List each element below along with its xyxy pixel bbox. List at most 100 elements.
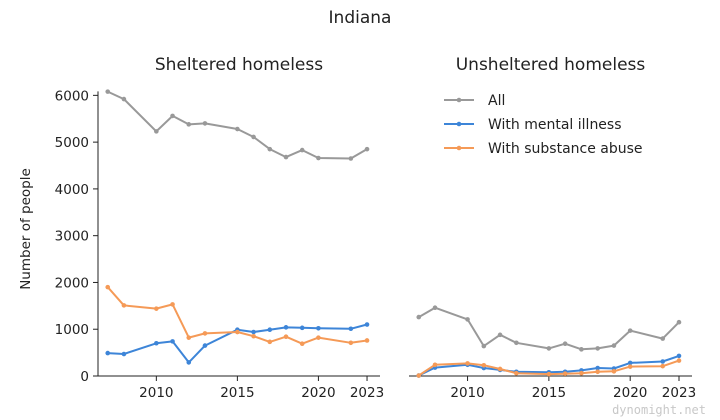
x-tick-label: 2023 [662, 385, 696, 401]
data-point-all [432, 305, 438, 311]
x-tick-label: 2023 [350, 385, 384, 401]
data-point-mental [660, 359, 666, 364]
data-point-substance [267, 339, 273, 345]
data-point-substance [364, 338, 370, 343]
data-point-substance [316, 335, 321, 340]
data-point-all [170, 113, 175, 119]
series-line-all [106, 90, 368, 160]
data-point-substance [497, 366, 503, 372]
data-point-substance [432, 362, 438, 368]
x-tick-label: 2015 [220, 385, 254, 401]
data-point-substance [595, 369, 600, 375]
x-tick-label: 2020 [301, 385, 335, 401]
data-point-all [579, 347, 584, 352]
x-tick-label: 2020 [613, 385, 647, 401]
panel-title: Unsheltered homeless [456, 55, 646, 75]
data-point-mental [202, 343, 208, 348]
data-point-mental [170, 339, 175, 344]
data-point-substance [579, 370, 584, 376]
data-point-mental [283, 325, 289, 330]
data-point-mental [267, 327, 273, 332]
data-point-all [465, 317, 470, 322]
panel-unsheltered: Unsheltered homeless 2010 2015 2020 2023 [409, 55, 696, 401]
data-point-all [627, 328, 633, 333]
data-point-substance [514, 370, 519, 376]
data-point-substance [251, 333, 256, 339]
data-point-all [105, 89, 111, 94]
data-point-substance [611, 369, 617, 374]
y-tick-label: 6000 [55, 88, 89, 104]
data-point-mental [364, 322, 370, 327]
data-point-all [251, 134, 256, 140]
data-point-substance [348, 340, 354, 346]
data-point-substance [299, 341, 305, 347]
data-point-mental [348, 326, 354, 332]
data-point-mental [316, 325, 321, 331]
data-point-mental [676, 353, 682, 359]
data-point-all [121, 96, 127, 102]
data-point-all [676, 319, 682, 325]
data-point-all [611, 343, 617, 348]
y-axis-label: Number of people [18, 168, 34, 290]
data-point-all [364, 146, 370, 152]
data-point-mental [105, 350, 111, 356]
y-tick-label: 5000 [55, 135, 89, 151]
data-point-all [660, 336, 666, 341]
data-point-all [416, 314, 422, 320]
data-point-substance [465, 361, 470, 366]
x-tick-label: 2010 [450, 385, 484, 401]
data-point-substance [235, 329, 240, 335]
legend: All With mental illness With substance abu… [444, 93, 643, 157]
data-point-mental [299, 325, 305, 331]
data-point-all [235, 126, 240, 132]
data-point-substance [660, 363, 666, 369]
data-point-substance [481, 362, 487, 368]
legend-label-all: All [488, 93, 505, 109]
data-point-substance [283, 334, 289, 340]
data-point-substance [154, 306, 159, 311]
data-point-all [299, 147, 305, 153]
panel-title: Sheltered homeless [155, 55, 323, 75]
data-point-substance [546, 371, 552, 377]
legend-marker-all [456, 97, 462, 103]
data-point-all [514, 340, 519, 346]
data-point-all [595, 346, 600, 351]
data-point-all [481, 343, 487, 349]
data-point-substance [186, 335, 192, 340]
y-tick-label: 0 [80, 369, 89, 385]
y-tick-label: 1000 [55, 322, 89, 338]
data-point-substance [676, 358, 682, 363]
legend-label-mental: With mental illness [488, 117, 622, 133]
series-line-all [417, 306, 680, 351]
y-tick-label: 2000 [55, 275, 89, 291]
data-point-all [562, 341, 568, 347]
y-tick-label: 3000 [55, 229, 89, 245]
legend-marker-mental [456, 121, 462, 127]
series-line-mental [106, 323, 368, 364]
series-line-substance [417, 359, 680, 377]
x-tick-label: 2015 [532, 385, 566, 401]
legend-label-substance: With substance abuse [488, 141, 643, 157]
data-point-all [546, 346, 552, 351]
data-point-mental [121, 351, 127, 357]
data-point-substance [416, 373, 422, 378]
data-point-all [267, 146, 273, 152]
data-point-substance [121, 303, 127, 308]
data-point-substance [627, 364, 633, 369]
watermark: dynomight.net [612, 403, 706, 417]
chart-title: Indiana [329, 8, 392, 28]
data-point-substance [562, 371, 568, 376]
data-point-mental [154, 340, 159, 346]
series-line-substance [106, 286, 368, 345]
legend-marker-substance [456, 145, 462, 151]
data-point-all [202, 121, 208, 126]
data-point-substance [202, 331, 208, 336]
data-point-mental [251, 329, 256, 335]
panel-sheltered: Sheltered homeless 2010 2015 2020 2023 0 1000 2… [55, 55, 385, 401]
data-point-all [348, 156, 354, 161]
data-point-all [154, 129, 159, 134]
data-point-mental [186, 360, 192, 365]
data-point-mental [595, 365, 600, 371]
data-point-mental [627, 360, 633, 366]
